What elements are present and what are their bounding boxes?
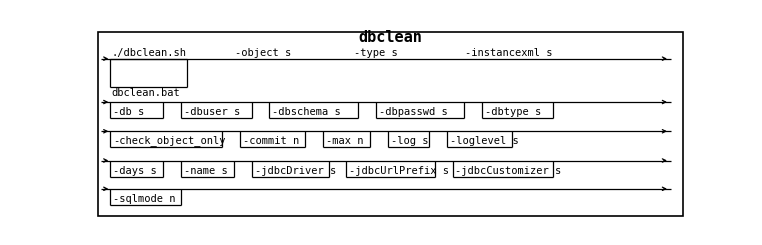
Text: -dbpasswd s: -dbpasswd s — [379, 107, 447, 117]
Text: -dbtype s: -dbtype s — [485, 107, 541, 117]
Text: -check_object_only: -check_object_only — [113, 135, 226, 146]
Text: -log s: -log s — [391, 136, 428, 146]
Text: -instancexml s: -instancexml s — [465, 48, 552, 58]
Text: -object s: -object s — [235, 48, 292, 58]
Text: -type s: -type s — [354, 48, 398, 58]
Text: -jdbcCustomizer s: -jdbcCustomizer s — [456, 166, 562, 176]
Text: dbclean: dbclean — [359, 30, 422, 45]
Text: -sqlmode n: -sqlmode n — [113, 194, 175, 204]
Text: -loglevel s: -loglevel s — [450, 136, 518, 146]
Text: -dbuser s: -dbuser s — [184, 107, 240, 117]
Text: -days s: -days s — [113, 166, 157, 176]
Text: -dbschema s: -dbschema s — [273, 107, 341, 117]
Text: -jdbcDriver s: -jdbcDriver s — [255, 166, 336, 176]
FancyBboxPatch shape — [98, 32, 683, 216]
Text: dbclean.bat: dbclean.bat — [112, 88, 181, 98]
Text: -commit n: -commit n — [243, 136, 299, 146]
Text: -db s: -db s — [113, 107, 144, 117]
Text: -name s: -name s — [184, 166, 228, 176]
Text: ./dbclean.sh: ./dbclean.sh — [112, 48, 187, 58]
Text: -jdbcUrlPrefix s: -jdbcUrlPrefix s — [349, 166, 449, 176]
Text: -max n: -max n — [325, 136, 363, 146]
